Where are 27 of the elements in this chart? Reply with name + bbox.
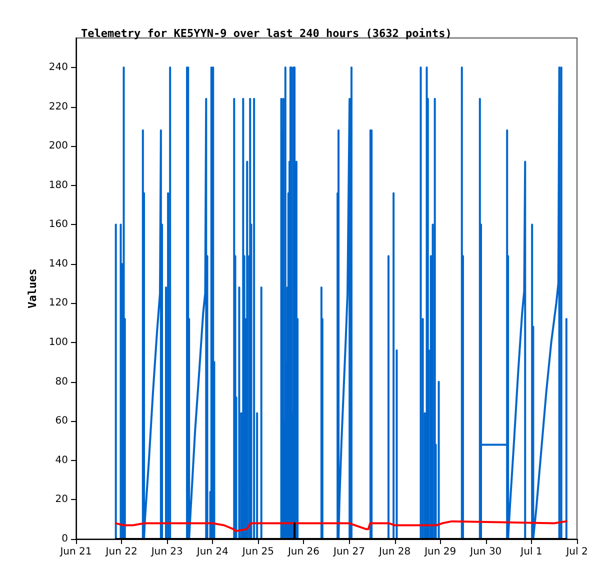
y-tick-label: 120	[48, 298, 68, 309]
y-tick-label: 160	[48, 219, 68, 230]
y-tick-label: 40	[55, 454, 68, 466]
x-tick-label: Jun 25	[241, 546, 274, 558]
y-tick-label: 20	[55, 494, 68, 506]
x-tick-label: Jun 29	[424, 546, 456, 558]
y-tick-label: 220	[48, 101, 68, 112]
x-tick-label: Jun 22	[104, 546, 138, 558]
x-tick-label: Jun 26	[286, 546, 320, 558]
y-tick-label: 60	[55, 416, 68, 427]
y-tick-label: 0	[62, 534, 68, 544]
y-tick-label: 200	[48, 140, 68, 152]
x-tick-label: Jun 24	[196, 546, 228, 558]
x-tick-label: Jun 30	[469, 546, 502, 558]
y-tick-label: 100	[48, 337, 68, 348]
x-tick-label: Jul 1	[520, 546, 542, 558]
y-tick-label: 140	[48, 258, 68, 270]
y-tick-label: 80	[55, 376, 68, 388]
y-axis-title: Values	[26, 268, 39, 308]
y-tick-label: 180	[48, 180, 68, 191]
chart-title: Telemetry for KE5YYN-9 over last 240 hours (3632 points)	[81, 27, 452, 40]
x-tick-label: Jun 23	[150, 546, 183, 558]
y-tick-label: 240	[48, 62, 68, 73]
x-tick-label: Jun 28	[378, 546, 411, 558]
x-tick-label: Jun 21	[59, 546, 92, 558]
x-tick-label: Jun 27	[332, 546, 366, 558]
x-tick-label: Jul 2	[565, 546, 588, 558]
